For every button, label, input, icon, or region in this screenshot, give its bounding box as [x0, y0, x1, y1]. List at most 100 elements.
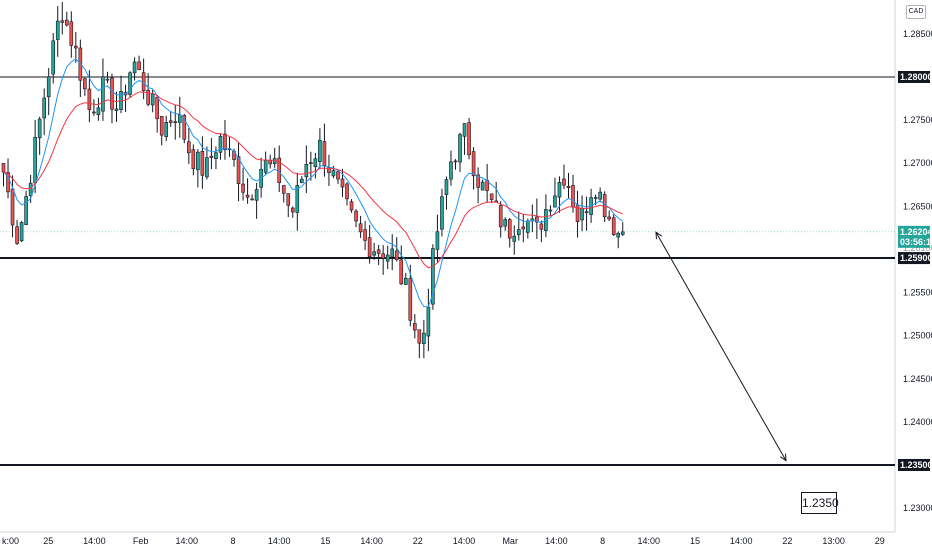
- candle[interactable]: [164, 115, 169, 142]
- candle[interactable]: [96, 97, 101, 121]
- candle[interactable]: [177, 96, 182, 138]
- candle[interactable]: [205, 146, 209, 180]
- candle[interactable]: [444, 176, 449, 210]
- candle[interactable]: [399, 245, 404, 286]
- candle[interactable]: [394, 237, 399, 262]
- candle[interactable]: [263, 151, 268, 176]
- candle[interactable]: [300, 176, 304, 184]
- candle[interactable]: [196, 149, 200, 188]
- candle[interactable]: [141, 58, 146, 100]
- candle[interactable]: [327, 154, 331, 186]
- candle[interactable]: [74, 31, 78, 63]
- candle[interactable]: [46, 68, 51, 116]
- candle[interactable]: [620, 222, 625, 236]
- candle[interactable]: [376, 244, 381, 266]
- candle[interactable]: [336, 170, 340, 184]
- candle[interactable]: [598, 187, 602, 203]
- candle[interactable]: [616, 231, 621, 249]
- candle[interactable]: [426, 288, 431, 352]
- candle[interactable]: [241, 167, 245, 201]
- candle[interactable]: [584, 196, 589, 231]
- candle[interactable]: [480, 179, 485, 191]
- candle[interactable]: [69, 11, 74, 58]
- candle[interactable]: [313, 152, 318, 179]
- candle[interactable]: [385, 245, 390, 270]
- candle[interactable]: [449, 150, 453, 186]
- candle[interactable]: [367, 224, 372, 264]
- candle[interactable]: [37, 116, 42, 155]
- candle[interactable]: [254, 182, 259, 219]
- candle[interactable]: [277, 145, 282, 192]
- candle[interactable]: [146, 73, 150, 107]
- candle[interactable]: [272, 147, 277, 168]
- candle[interactable]: [128, 71, 132, 98]
- projection-arrow[interactable]: [655, 231, 787, 462]
- candle[interactable]: [345, 182, 349, 206]
- candle[interactable]: [607, 210, 611, 221]
- candle[interactable]: [354, 209, 358, 228]
- candle[interactable]: [431, 244, 435, 310]
- candle[interactable]: [390, 234, 395, 271]
- candle[interactable]: [114, 91, 119, 122]
- candle[interactable]: [516, 211, 521, 241]
- candle[interactable]: [494, 182, 498, 203]
- candle[interactable]: [471, 147, 476, 190]
- candle[interactable]: [55, 6, 60, 57]
- candle[interactable]: [539, 220, 544, 243]
- candle[interactable]: [318, 128, 322, 169]
- candle[interactable]: [227, 137, 232, 157]
- candle[interactable]: [187, 128, 191, 164]
- candle[interactable]: [123, 84, 128, 112]
- candle[interactable]: [611, 214, 616, 237]
- candle[interactable]: [413, 314, 417, 339]
- candle[interactable]: [1, 163, 6, 187]
- candle[interactable]: [403, 272, 408, 285]
- candle[interactable]: [60, 1, 65, 35]
- candle[interactable]: [173, 104, 178, 140]
- candle[interactable]: [580, 195, 584, 232]
- candle[interactable]: [218, 134, 223, 160]
- candle[interactable]: [453, 159, 458, 170]
- candle[interactable]: [83, 77, 87, 96]
- candle[interactable]: [440, 188, 444, 237]
- candle[interactable]: [223, 120, 227, 160]
- candle[interactable]: [498, 201, 503, 238]
- candle[interactable]: [462, 123, 467, 155]
- candle[interactable]: [286, 193, 291, 218]
- candle[interactable]: [562, 164, 566, 190]
- candle[interactable]: [435, 214, 440, 263]
- candle[interactable]: [10, 175, 15, 238]
- candle[interactable]: [182, 113, 187, 144]
- candle[interactable]: [363, 220, 367, 251]
- candle[interactable]: [485, 163, 489, 203]
- candle[interactable]: [245, 178, 250, 204]
- candle[interactable]: [137, 55, 141, 71]
- candle[interactable]: [236, 142, 241, 202]
- candle[interactable]: [42, 88, 46, 136]
- candle[interactable]: [290, 206, 295, 218]
- candle[interactable]: [295, 172, 300, 231]
- candle[interactable]: [422, 319, 426, 359]
- candle[interactable]: [132, 57, 137, 81]
- candle[interactable]: [544, 194, 548, 238]
- candle[interactable]: [15, 219, 19, 245]
- candle[interactable]: [110, 73, 114, 124]
- horizontal-levels[interactable]: [0, 76, 895, 466]
- candle[interactable]: [51, 32, 56, 84]
- candle[interactable]: [381, 245, 385, 275]
- candle[interactable]: [281, 185, 286, 203]
- candle[interactable]: [64, 11, 69, 27]
- candle[interactable]: [101, 58, 105, 121]
- candle[interactable]: [489, 193, 494, 204]
- candle[interactable]: [476, 167, 480, 204]
- candle[interactable]: [507, 217, 512, 248]
- candle[interactable]: [6, 158, 10, 199]
- candle[interactable]: [250, 194, 254, 201]
- candle[interactable]: [105, 71, 110, 84]
- candle[interactable]: [530, 204, 535, 233]
- candle[interactable]: [168, 111, 173, 127]
- candle[interactable]: [503, 217, 508, 231]
- candle[interactable]: [417, 329, 422, 359]
- candle[interactable]: [19, 220, 24, 243]
- candle[interactable]: [575, 190, 580, 238]
